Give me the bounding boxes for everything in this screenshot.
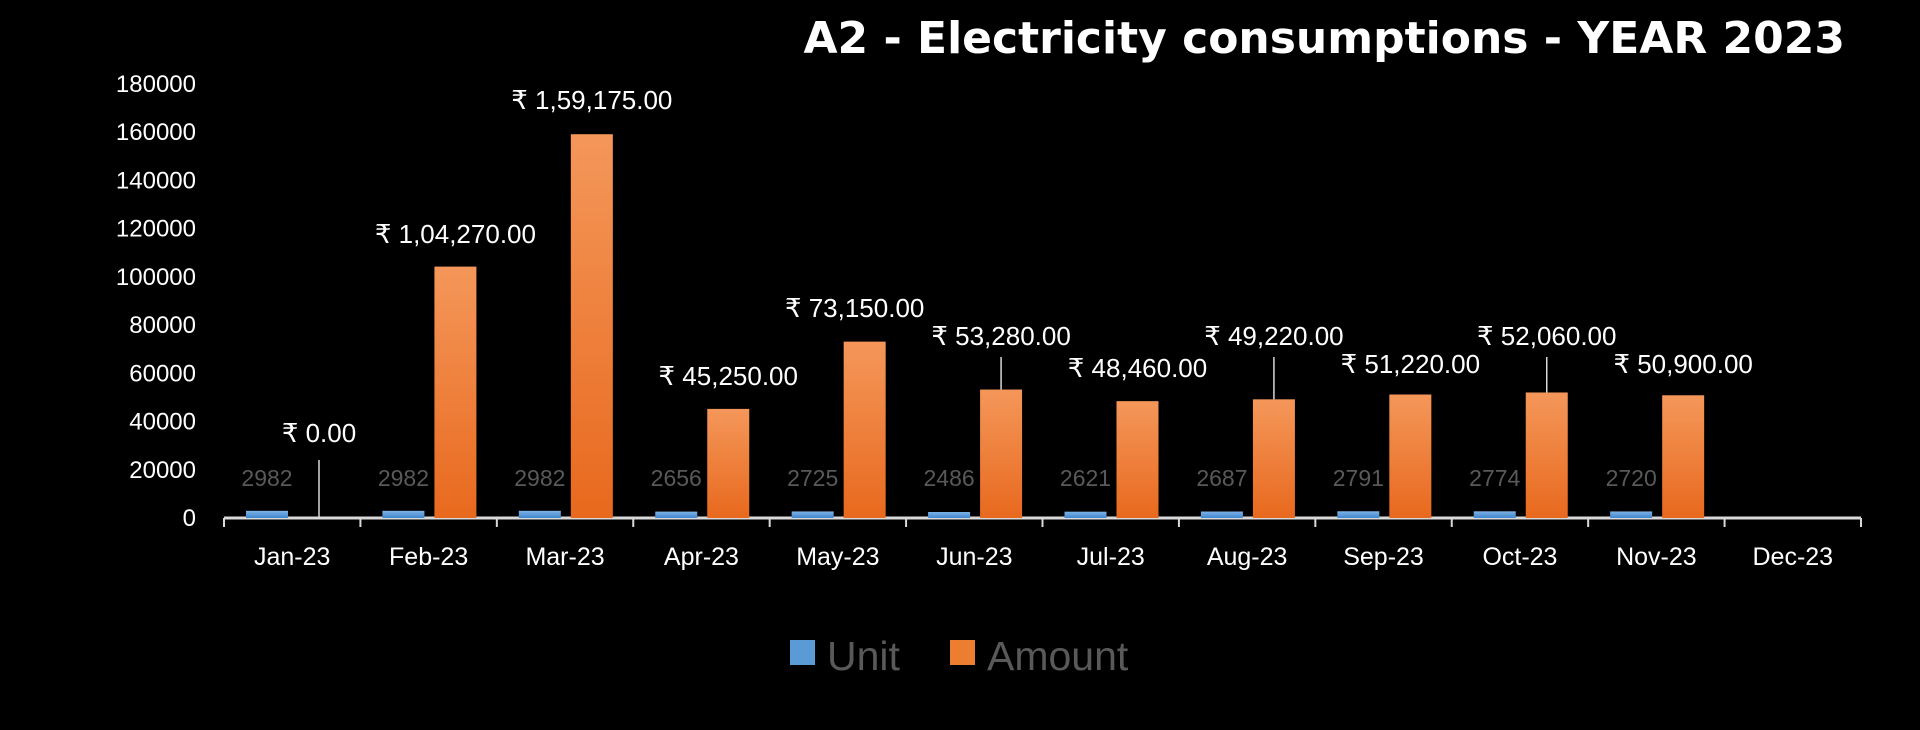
x-tick-label: Nov-23 <box>1616 543 1697 571</box>
y-tick-label: 140000 <box>116 167 196 194</box>
amount-data-label: ₹ 51,220.00 <box>1341 349 1480 379</box>
unit-data-label: 2774 <box>1469 465 1520 491</box>
x-tick-label: Dec-23 <box>1752 543 1833 571</box>
unit-data-label: 2791 <box>1333 465 1384 491</box>
y-tick-label: 180000 <box>116 71 196 98</box>
amount-bar <box>570 134 613 518</box>
unit-bar <box>1473 511 1516 518</box>
x-tick-label: Sep-23 <box>1343 543 1424 571</box>
unit-bar <box>655 511 698 518</box>
amount-data-label: ₹ 73,150.00 <box>785 293 924 323</box>
data-labels: 2982 2982 2982 2656 2725 2486 2621 2687 2791 2774… <box>241 85 1753 518</box>
y-tick-label: 80000 <box>129 312 196 339</box>
x-tick-label: Jan-23 <box>254 543 330 571</box>
y-tick-label: 60000 <box>129 360 196 387</box>
legend-label-amount: Amount <box>987 633 1129 679</box>
amount-bar <box>1662 395 1705 518</box>
amount-data-label: ₹ 52,060.00 <box>1477 321 1616 351</box>
unit-bar <box>1200 511 1243 518</box>
unit-bar <box>1337 511 1380 518</box>
y-tick-label: 40000 <box>129 409 196 436</box>
amount-bar <box>980 389 1023 518</box>
x-tick-label: Jul-23 <box>1077 543 1145 571</box>
unit-data-label: 2982 <box>514 465 565 491</box>
unit-data-label: 2687 <box>1196 465 1247 491</box>
unit-bar <box>1064 511 1107 518</box>
x-tick-label: Mar-23 <box>525 543 604 571</box>
x-tick-label: Jun-23 <box>936 543 1012 571</box>
unit-data-label: 2621 <box>1060 465 1111 491</box>
x-tick-label: Oct-23 <box>1482 543 1557 571</box>
amount-data-label: ₹ 53,280.00 <box>931 321 1070 351</box>
amount-data-label: ₹ 1,59,175.00 <box>511 85 672 115</box>
unit-data-label: 2486 <box>923 465 974 491</box>
unit-bar <box>382 510 425 518</box>
amount-data-label: ₹ 1,04,270.00 <box>375 219 536 249</box>
amount-bar <box>707 408 750 518</box>
unit-data-label: 2982 <box>378 465 429 491</box>
y-axis: 0 20000 40000 60000 80000 100000 120000 140000 1… <box>116 71 196 532</box>
y-tick-label: 20000 <box>129 457 196 484</box>
amount-bar <box>1252 399 1295 518</box>
unit-bar <box>791 511 834 518</box>
amount-data-label: ₹ 45,250.00 <box>659 361 798 391</box>
amount-data-label: ₹ 49,220.00 <box>1204 321 1343 351</box>
legend-swatch-amount <box>950 640 975 665</box>
unit-bar <box>928 512 971 518</box>
amount-bar <box>843 341 886 518</box>
amount-data-label: ₹ 0.00 <box>282 418 356 448</box>
x-tick-label: May-23 <box>796 543 879 571</box>
unit-data-label: 2725 <box>787 465 838 491</box>
y-tick-label: 120000 <box>116 216 196 243</box>
amount-data-label: ₹ 50,900.00 <box>1613 349 1752 379</box>
y-tick-label: 160000 <box>116 119 196 146</box>
legend: Unit Amount <box>790 633 1129 679</box>
amount-bar <box>434 266 477 518</box>
plot-area <box>246 134 1705 518</box>
unit-bar <box>518 510 561 518</box>
unit-data-label: 2720 <box>1606 465 1657 491</box>
amount-bar <box>1389 394 1432 518</box>
x-tick-label: Aug-23 <box>1207 543 1288 571</box>
chart-title: A2 - Electricity consumptions - YEAR 202… <box>803 13 1845 64</box>
y-tick-label: 0 <box>183 505 196 532</box>
x-tick-label: Feb-23 <box>389 543 468 571</box>
legend-label-unit: Unit <box>827 633 901 679</box>
amount-bar <box>1525 392 1568 518</box>
unit-bar <box>1610 511 1653 518</box>
amount-bar <box>1116 401 1159 518</box>
unit-data-label: 2656 <box>651 465 702 491</box>
amount-data-label: ₹ 48,460.00 <box>1068 353 1207 383</box>
legend-swatch-unit <box>790 640 815 665</box>
x-axis: Jan-23 Feb-23 Mar-23 Apr-23 May-23 Jun-23 Jul-… <box>223 516 1862 571</box>
unit-data-label: 2982 <box>241 465 292 491</box>
y-tick-label: 100000 <box>116 264 196 291</box>
unit-bar <box>246 510 288 518</box>
x-tick-label: Apr-23 <box>664 543 739 571</box>
